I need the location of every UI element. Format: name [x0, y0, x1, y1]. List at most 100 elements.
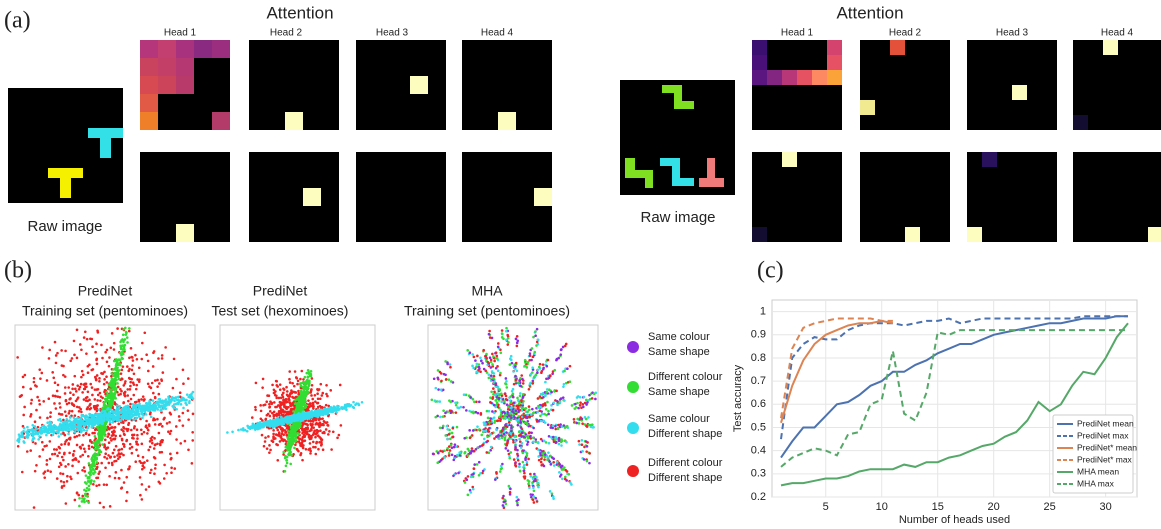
embedding-point	[570, 404, 574, 407]
embedding-point	[38, 455, 41, 458]
embedding-point	[181, 368, 185, 372]
embedding-point	[49, 470, 52, 473]
embedding-point	[89, 473, 92, 477]
embedding-point	[104, 452, 107, 456]
embedding-point	[158, 382, 161, 385]
embedding-point	[135, 383, 139, 387]
embedding-point	[101, 422, 105, 425]
embedding-point	[161, 401, 164, 405]
embedding-point	[475, 362, 479, 366]
embedding-point	[284, 464, 288, 468]
embedding-point	[115, 404, 119, 407]
embedding-point	[56, 395, 60, 398]
embedding-point	[282, 391, 285, 395]
embedding-point	[153, 472, 156, 475]
embedding-point	[466, 493, 470, 497]
embedding-point	[285, 459, 288, 462]
embedding-point	[149, 415, 153, 419]
embedding-point	[92, 418, 96, 421]
embedding-point	[116, 419, 119, 422]
embedding-point	[112, 397, 115, 400]
embedding-point	[90, 337, 94, 341]
embedding-point	[82, 433, 85, 437]
embedding-point	[471, 397, 475, 401]
embedding-point	[282, 388, 286, 391]
embedding-point	[21, 424, 25, 428]
embedding-point	[114, 471, 118, 474]
embedding-point	[53, 430, 56, 433]
embedding-point	[53, 340, 57, 344]
embedding-point	[130, 451, 134, 455]
embedding-point	[79, 428, 83, 431]
embedding-point	[275, 394, 278, 398]
embedding-point	[336, 406, 340, 410]
embedding-point	[319, 438, 323, 441]
embedding-point	[159, 440, 163, 444]
embedding-point	[142, 398, 146, 402]
embedding-point	[149, 411, 152, 414]
embedding-point	[278, 440, 282, 443]
embedding-point	[283, 405, 286, 409]
embedding-point	[95, 362, 99, 366]
embedding-point	[60, 455, 64, 459]
embedding-point	[49, 411, 52, 414]
attention-cell	[752, 227, 767, 242]
embedding-point	[507, 341, 510, 344]
embedding-point	[261, 419, 264, 422]
embedding-point	[444, 378, 448, 381]
embedding-point	[122, 327, 125, 331]
embedding-point	[313, 394, 317, 397]
embedding-point	[119, 372, 123, 375]
embedding-point	[29, 449, 33, 452]
embedding-point	[287, 427, 291, 430]
embedding-point	[272, 429, 275, 432]
embedding-point	[315, 413, 319, 416]
embedding-point	[120, 368, 124, 372]
embedding-point	[430, 398, 434, 402]
embedding-point	[132, 372, 136, 376]
embedding-point	[313, 429, 316, 432]
embedding-point	[103, 455, 106, 459]
embedding-point	[551, 408, 555, 412]
embedding-point	[95, 409, 99, 413]
embedding-point	[26, 436, 30, 439]
embedding-point	[97, 472, 101, 476]
embedding-point	[302, 433, 306, 437]
embedding-point	[145, 419, 148, 423]
embedding-point	[289, 433, 292, 437]
embedding-point	[469, 396, 472, 399]
embedding-point	[169, 452, 172, 456]
embedding-point	[288, 398, 291, 402]
embedding-point	[72, 339, 76, 343]
embedding-point	[33, 469, 37, 473]
embedding-point	[304, 387, 308, 390]
embedding-point	[59, 479, 63, 483]
embedding-point	[297, 395, 301, 398]
embedding-point	[306, 386, 310, 390]
embedding-point	[269, 400, 272, 403]
embedding-point	[506, 343, 510, 346]
embedding-point	[301, 458, 304, 462]
embedding-point	[299, 423, 302, 426]
embedding-point	[85, 352, 88, 355]
embedding-point	[64, 440, 67, 443]
embedding-point	[72, 393, 75, 397]
embedding-point	[85, 414, 88, 418]
embedding-point	[285, 385, 288, 389]
embedding-point	[295, 414, 299, 418]
embedding-point	[568, 364, 572, 368]
embedding-point	[444, 434, 448, 437]
embedding-point	[165, 422, 169, 425]
embedding-point	[554, 441, 558, 444]
embedding-point	[547, 451, 550, 454]
embedding-point	[39, 377, 42, 380]
embedding-point	[140, 432, 144, 436]
embedding-point	[557, 356, 560, 360]
embedding-point	[479, 370, 482, 374]
embedding-point	[93, 456, 97, 460]
embedding-point	[446, 427, 449, 431]
embedding-point	[282, 453, 285, 456]
embedding-point	[100, 343, 103, 347]
embedding-point	[431, 452, 435, 456]
embedding-point	[321, 448, 325, 452]
